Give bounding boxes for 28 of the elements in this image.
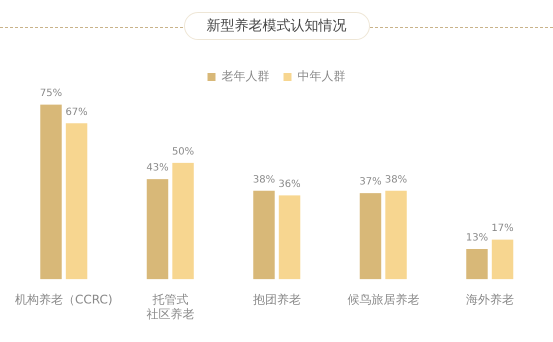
data-label: 17% bbox=[491, 223, 514, 234]
bar bbox=[66, 123, 88, 280]
x-tick-label: 海外养老 bbox=[466, 292, 514, 307]
bar bbox=[278, 195, 300, 280]
data-label: 37% bbox=[359, 176, 382, 188]
bar bbox=[172, 162, 194, 280]
legend-label: 老年人群 bbox=[222, 69, 270, 84]
bar bbox=[360, 193, 382, 280]
bar bbox=[466, 248, 488, 280]
x-tick-label: 抱团养老 bbox=[252, 292, 301, 307]
x-tick-label: 候鸟旅居养老 bbox=[347, 292, 420, 307]
x-tick-label: 机构养老（CCRC) bbox=[15, 292, 113, 307]
data-label: 38% bbox=[252, 174, 276, 186]
bar bbox=[40, 104, 62, 280]
data-label: 36% bbox=[278, 179, 301, 190]
bar bbox=[253, 190, 275, 280]
data-label: 13% bbox=[466, 232, 488, 244]
bar bbox=[385, 190, 407, 280]
x-tick-label: 托管式社区养老 bbox=[146, 292, 194, 321]
legend-label: 中年人群 bbox=[298, 69, 346, 84]
data-label: 67% bbox=[65, 106, 88, 118]
data-label: 38% bbox=[384, 174, 408, 186]
data-label: 50% bbox=[172, 146, 194, 158]
bar bbox=[492, 240, 514, 280]
chart-title: 新型养老模式认知情况 bbox=[184, 12, 370, 40]
data-label: 43% bbox=[146, 162, 169, 174]
bar bbox=[146, 179, 168, 280]
data-label: 75% bbox=[40, 88, 62, 100]
